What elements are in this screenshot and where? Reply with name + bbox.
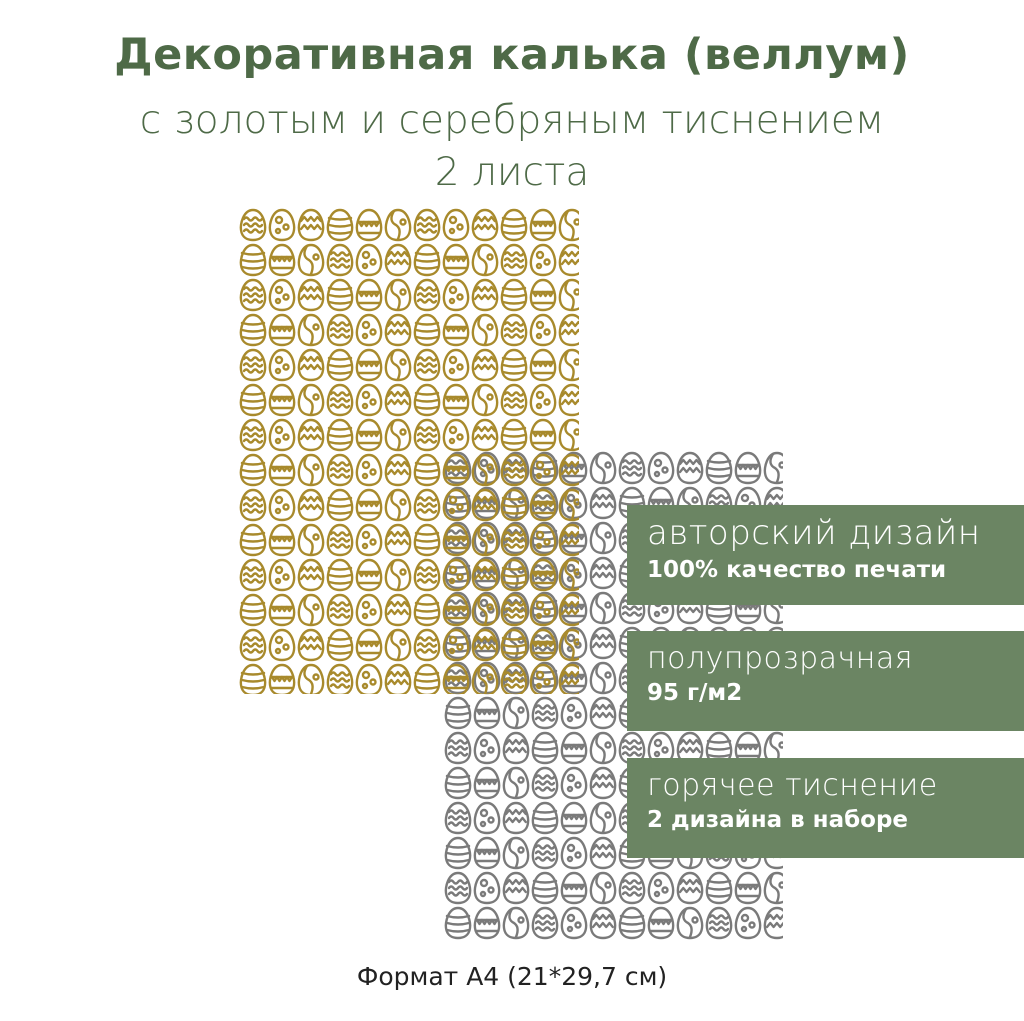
badge-line1: авторский дизайн — [647, 513, 981, 553]
gold-sheet — [238, 207, 579, 694]
badge-embossing: горячее тиснение 2 дизайна в наборе — [627, 758, 1024, 858]
badge-translucent: полупрозрачная 95 г/м2 — [627, 631, 1024, 731]
page-title: Декоративная калька (веллум) — [114, 30, 910, 80]
badge-line2: 2 дизайна в наборе — [647, 807, 909, 833]
badge-line2: 100% качество печати — [647, 557, 947, 583]
badge-line2: 95 г/м2 — [647, 680, 743, 706]
subtitle: с золотым и серебряным тиснением — [139, 98, 885, 143]
badge-line1: полупрозрачная — [647, 641, 914, 676]
format-label: Формат А4 (21*29,7 см) — [356, 962, 668, 991]
easter-egg-pattern-gold — [238, 207, 579, 694]
sheet-count: 2 листа — [434, 150, 590, 195]
badge-line1: горячее тиснение — [647, 768, 938, 803]
badge-design: авторский дизайн 100% качество печати — [627, 505, 1024, 605]
